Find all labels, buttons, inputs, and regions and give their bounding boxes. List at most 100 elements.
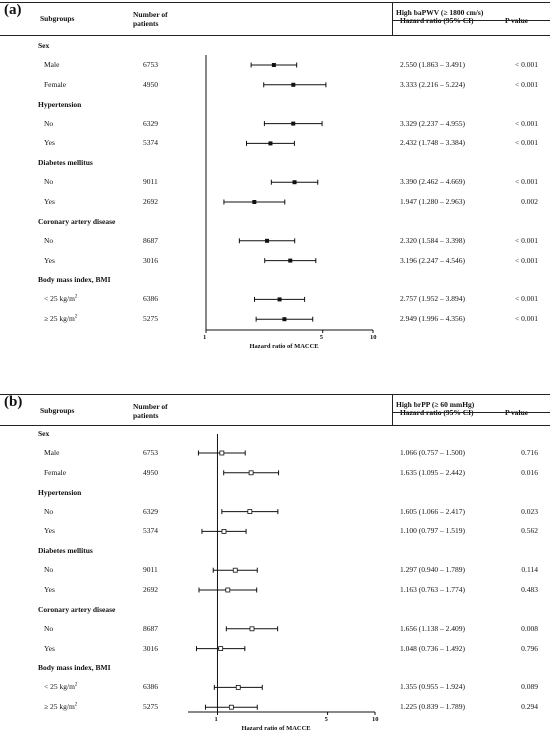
- row-label-text: No: [44, 177, 54, 187]
- row-hazard-ratio: 3.390 (2.462 – 4.669): [400, 177, 465, 187]
- row-hazard-ratio: 1.163 (0.763 – 1.774): [400, 585, 465, 594]
- x-tick-label: 10: [372, 716, 379, 723]
- panel-label: (a): [4, 2, 22, 18]
- group-label: Sex: [38, 41, 50, 50]
- point-estimate: [218, 646, 224, 652]
- row-patients: 6329: [143, 118, 158, 128]
- row-patients: 5275: [143, 702, 158, 712]
- row-label-text: Female: [44, 79, 67, 89]
- row-patients: 8687: [143, 235, 158, 245]
- row-p-value: < 0.001: [515, 79, 538, 89]
- column-divider: [392, 2, 393, 35]
- row-p-value: 0.023: [521, 506, 538, 516]
- group-label: Body mass index, BMI: [38, 663, 111, 673]
- point-estimate: [292, 180, 297, 185]
- row-patients: 9011: [143, 565, 158, 575]
- point-estimate: [247, 509, 253, 514]
- row-label: Female: [44, 80, 66, 89]
- row-patients: 6386: [143, 682, 158, 692]
- row-hazard-ratio: 2.757 (1.952 – 3.894): [400, 294, 465, 304]
- row-label-text: No: [44, 235, 54, 245]
- group-label: Hypertension: [38, 99, 82, 109]
- row-hazard-ratio: 1.100 (0.797 – 1.519): [400, 526, 465, 536]
- forest-plot-panel-b: (b) Subgroups Number of patients High brPP …: [0, 392, 550, 738]
- row-label-superscript: 2: [74, 314, 78, 320]
- row-patients: 6386: [143, 294, 158, 304]
- group-label: Body mass index, BMI: [38, 275, 111, 285]
- row-p-value: 0.089: [521, 682, 538, 692]
- row-label-text: ≥ 25 kg/m: [44, 314, 75, 324]
- forest-plot-panel-a: (a) Subgroups Number of patients High baPWV…: [0, 0, 550, 360]
- row-label: < 25 kg/m2: [44, 682, 77, 691]
- row-label: ≥ 25 kg/m2: [44, 702, 77, 711]
- row-label: No: [44, 565, 53, 574]
- point-estimate: [291, 121, 296, 126]
- row-p-value: < 0.001: [515, 255, 538, 265]
- row-label: Yes: [44, 644, 55, 653]
- row-label: Yes: [44, 526, 55, 535]
- point-estimate: [232, 567, 238, 573]
- forest-plot-svg: [205, 55, 374, 333]
- patients-header: Number of patients: [133, 10, 168, 28]
- row-p-value: 0.483: [521, 585, 538, 594]
- point-estimate: [277, 297, 282, 302]
- group-label: Diabetes mellitus: [38, 546, 93, 556]
- point-estimate: [282, 317, 287, 322]
- row-hazard-ratio: 1.297 (0.940 – 1.789): [400, 565, 465, 575]
- row-label: Female: [44, 468, 66, 477]
- x-axis-title: Hazard ratio of MACCE: [241, 725, 311, 732]
- point-estimate: [271, 63, 276, 67]
- point-estimate: [268, 141, 273, 146]
- row-p-value: 0.114: [521, 565, 538, 575]
- row-hazard-ratio: 3.329 (2.237 – 4.955): [400, 118, 465, 128]
- row-label: No: [44, 119, 53, 128]
- row-patients: 5374: [143, 138, 158, 148]
- row-patients: 5275: [143, 314, 158, 324]
- top-rule: [0, 2, 550, 3]
- exposure-header: High brPP (≥ 60 mmHg): [396, 400, 475, 409]
- row-patients: 2692: [143, 197, 158, 206]
- point-estimate: [249, 626, 255, 632]
- row-patients: 5374: [143, 526, 158, 536]
- top-rule: [0, 394, 550, 395]
- row-p-value: 0.008: [521, 623, 538, 633]
- subgroups-header: Subgroups: [40, 406, 75, 415]
- row-label-superscript: 2: [74, 702, 78, 708]
- row-label-text: No: [44, 506, 54, 516]
- row-label: Yes: [44, 585, 55, 594]
- row-p-value: 0.562: [521, 526, 538, 536]
- row-hazard-ratio: 1.605 (1.066 – 2.417): [400, 506, 465, 516]
- row-patients: 4950: [143, 79, 158, 89]
- row-label: No: [44, 624, 53, 633]
- row-label-text: Yes: [44, 197, 55, 206]
- row-label-text: No: [44, 565, 54, 575]
- group-label: Sex: [38, 429, 50, 438]
- row-p-value: < 0.001: [515, 314, 538, 324]
- row-patients: 4950: [143, 467, 158, 477]
- row-patients: 6753: [143, 448, 158, 457]
- group-label: Coronary artery disease: [38, 216, 116, 226]
- row-hazard-ratio: 3.196 (2.247 – 4.546): [400, 255, 465, 265]
- exposure-underline: [392, 412, 550, 413]
- x-tick-label: 5: [319, 334, 323, 341]
- row-patients: 2692: [143, 585, 158, 594]
- row-label-text: ≥ 25 kg/m: [44, 702, 75, 712]
- row-p-value: < 0.001: [515, 177, 538, 187]
- row-p-value: 0.716: [521, 448, 538, 457]
- row-hazard-ratio: 1.225 (0.839 – 1.789): [400, 702, 465, 712]
- row-label: Male: [44, 448, 59, 457]
- group-label: Coronary artery disease: [38, 604, 116, 614]
- row-label-text: Yes: [44, 585, 55, 594]
- point-estimate: [291, 82, 296, 87]
- row-p-value: < 0.001: [515, 235, 538, 245]
- column-divider: [392, 394, 393, 425]
- header-rule: [0, 35, 550, 36]
- row-p-value: < 0.001: [515, 60, 538, 69]
- row-patients: 8687: [143, 623, 158, 633]
- row-label-text: < 25 kg/m: [44, 294, 75, 304]
- row-label: < 25 kg/m2: [44, 294, 77, 303]
- row-label-text: No: [44, 623, 54, 633]
- row-label-text: No: [44, 118, 54, 128]
- group-label: Hypertension: [38, 487, 82, 497]
- row-label: Yes: [44, 138, 55, 147]
